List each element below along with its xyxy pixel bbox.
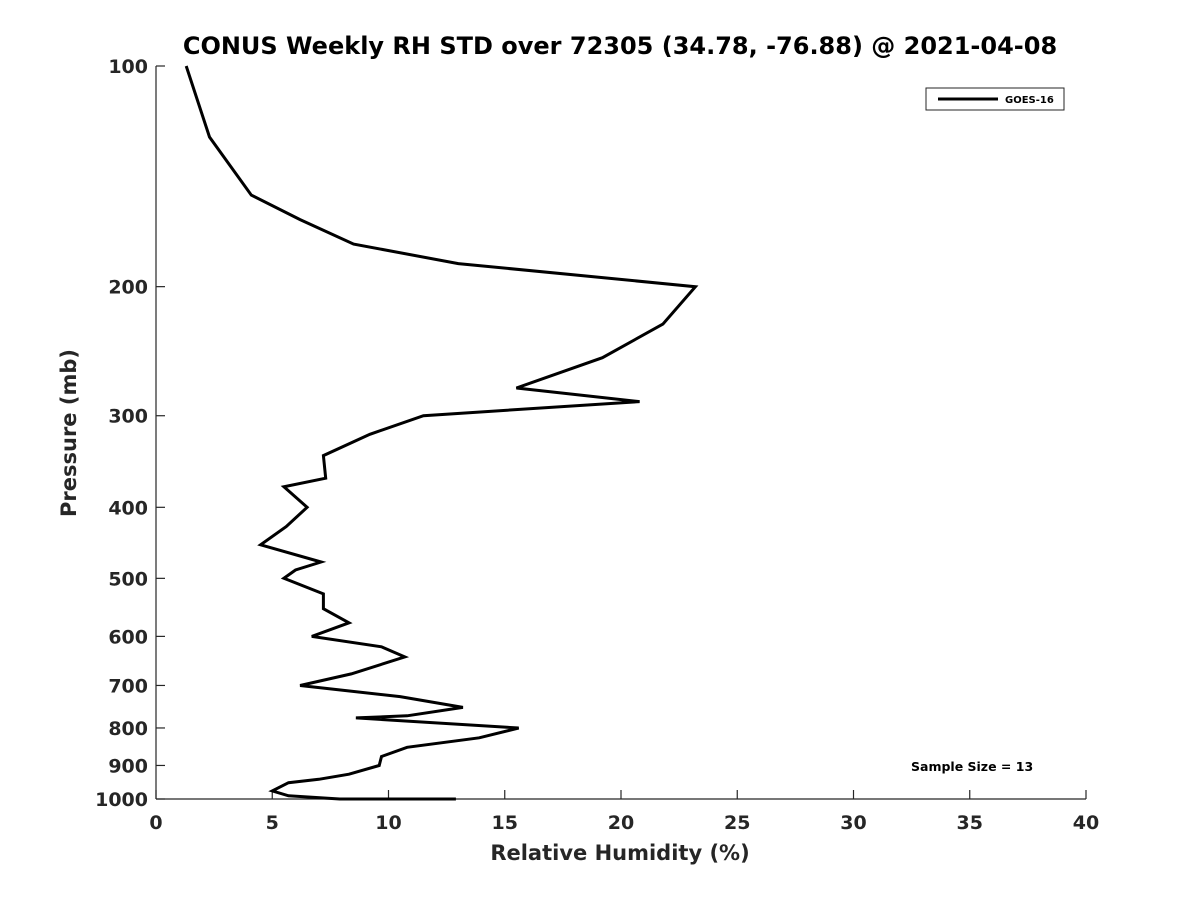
x-ticks: 0 5 10 15 20 25 30 35 40 <box>149 790 1099 834</box>
y-tick-label: 500 <box>108 568 148 590</box>
x-tick-label: 10 <box>375 812 401 834</box>
x-tick-label: 30 <box>840 812 866 834</box>
x-tick-label: 35 <box>957 812 983 834</box>
y-tick-label: 600 <box>108 626 148 648</box>
x-tick-label: 15 <box>492 812 518 834</box>
y-tick-label: 900 <box>108 755 148 777</box>
y-axis-label: Pressure (mb) <box>57 349 81 517</box>
chart-title: CONUS Weekly RH STD over 72305 (34.78, -… <box>183 32 1057 60</box>
y-tick-label: 100 <box>108 56 148 78</box>
y-tick-label: 800 <box>108 718 148 740</box>
y-tick-label: 1000 <box>95 789 148 811</box>
series-line-goes-16 <box>184 65 699 801</box>
x-axis-label: Relative Humidity (%) <box>490 841 749 865</box>
legend: GOES-16 <box>925 87 1065 111</box>
y-tick-label: 400 <box>108 497 148 519</box>
x-tick-label: 20 <box>608 812 634 834</box>
y-tick-label: 700 <box>108 675 148 697</box>
x-tick-label: 25 <box>724 812 750 834</box>
sample-size-annotation: Sample Size = 13 <box>911 759 1033 774</box>
legend-label-goes-16: GOES-16 <box>1005 95 1054 106</box>
x-tick-label: 0 <box>149 812 162 834</box>
plot-area: 0 5 10 15 20 25 30 35 40 100 200 300 400 500 600 700 80… <box>95 56 1099 834</box>
x-tick-label: 5 <box>266 812 279 834</box>
x-tick-label: 40 <box>1073 812 1099 834</box>
y-ticks: 100 200 300 400 500 600 700 800 900 1000 <box>95 56 165 811</box>
y-tick-label: 200 <box>108 277 148 299</box>
y-tick-label: 300 <box>108 406 148 428</box>
